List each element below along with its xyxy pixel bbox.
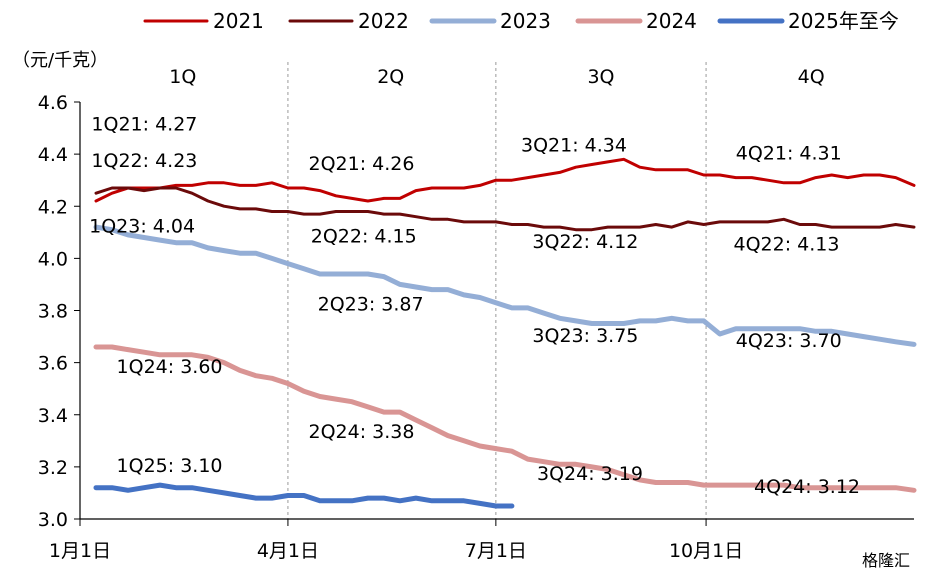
watermark: 格隆汇 bbox=[862, 551, 910, 570]
quarter-label: 3Q bbox=[587, 66, 614, 88]
x-tick-label: 1月1日 bbox=[49, 540, 111, 562]
series-line bbox=[93, 482, 515, 509]
annotation-label: 2Q24: 3.38 bbox=[308, 421, 414, 443]
y-tick-label: 4.0 bbox=[38, 248, 68, 270]
series-line bbox=[93, 344, 917, 493]
y-tick-label: 3.2 bbox=[38, 457, 68, 479]
x-tick-label: 7月1日 bbox=[465, 540, 527, 562]
legend-label: 2022 bbox=[358, 9, 409, 33]
quarter-label: 2Q bbox=[377, 66, 404, 88]
data-annotations: 1Q21: 4.27 1Q22: 4.23 1Q23: 4.04 1Q24: 3.60… bbox=[89, 114, 860, 498]
annotation-label: 3Q24: 3.19 bbox=[537, 463, 643, 485]
legend-label: 2025年至今 bbox=[788, 9, 899, 33]
series-line bbox=[94, 157, 916, 203]
quarter-label: 4Q bbox=[798, 66, 825, 88]
annotation-label: 4Q24: 3.12 bbox=[754, 476, 860, 498]
annotation-label: 4Q23: 3.70 bbox=[736, 330, 842, 352]
x-tick-label: 10月1日 bbox=[669, 540, 743, 562]
annotation-label: 2Q23: 3.87 bbox=[318, 294, 424, 316]
y-tick-label: 3.0 bbox=[38, 509, 68, 531]
annotation-label: 1Q25: 3.10 bbox=[117, 455, 223, 477]
y-tick-label: 4.2 bbox=[38, 196, 68, 218]
gridlines bbox=[287, 62, 707, 519]
series-line bbox=[93, 224, 917, 347]
legend-label: 2024 bbox=[646, 9, 697, 33]
quarter-label: 1Q bbox=[169, 66, 196, 88]
annotation-label: 4Q22: 4.13 bbox=[733, 234, 839, 256]
y-axis-unit-label: （元/千克） bbox=[12, 50, 108, 71]
y-tick-label: 3.8 bbox=[38, 301, 68, 323]
annotation-label: 1Q23: 4.04 bbox=[89, 215, 195, 237]
y-tick-label: 4.6 bbox=[38, 92, 68, 114]
y-tick-label: 3.4 bbox=[38, 405, 68, 427]
annotation-label: 3Q23: 3.75 bbox=[532, 325, 638, 347]
legend-label: 2021 bbox=[213, 9, 264, 33]
x-tick-label: 4月1日 bbox=[257, 540, 319, 562]
annotation-label: 1Q22: 4.23 bbox=[91, 150, 197, 172]
watermark-text: 格隆汇 bbox=[862, 551, 910, 570]
legend: 2021 2022 2023 2024 2025年至今 bbox=[143, 9, 899, 33]
annotation-label: 1Q21: 4.27 bbox=[91, 114, 197, 136]
y-tick-label: 4.4 bbox=[38, 144, 68, 166]
annotation-label: 3Q21: 4.34 bbox=[521, 135, 627, 157]
annotation-label: 1Q24: 3.60 bbox=[117, 356, 223, 378]
annotation-label: 2Q22: 4.15 bbox=[311, 226, 417, 248]
legend-label: 2023 bbox=[500, 9, 551, 33]
series-lines bbox=[93, 157, 917, 509]
annotation-label: 2Q21: 4.26 bbox=[308, 153, 414, 175]
annotation-label: 4Q21: 4.31 bbox=[736, 142, 842, 164]
y-tick-label: 3.6 bbox=[38, 353, 68, 375]
annotation-label: 3Q22: 4.12 bbox=[532, 231, 638, 253]
series-line bbox=[94, 186, 916, 232]
axes: 3.0 3.2 3.4 3.6 3.8 4.0 4.2 4.4 4.6 1月1日 4月1日 7月1日 1… bbox=[38, 66, 914, 562]
